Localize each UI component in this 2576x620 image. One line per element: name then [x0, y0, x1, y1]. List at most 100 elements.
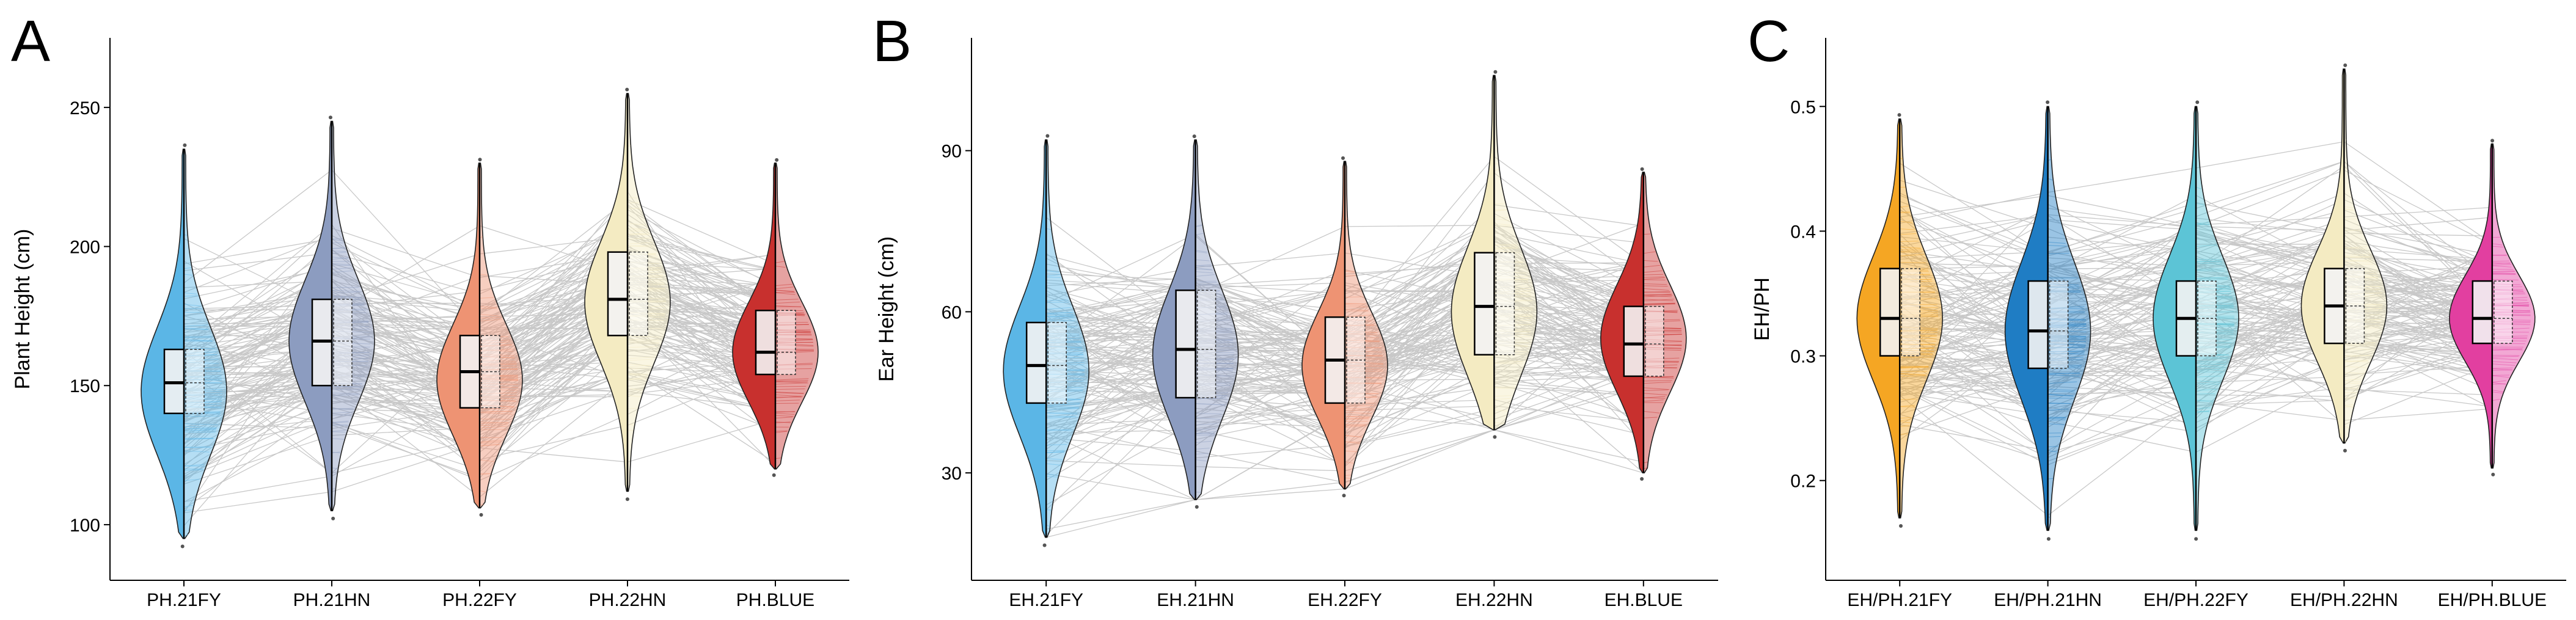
violin-jitter: [1046, 416, 1076, 418]
violin-jitter: [1494, 363, 1523, 365]
panel-letter-a: A: [11, 9, 50, 74]
x-tick-label: EH.21HN: [1157, 590, 1234, 610]
violin-jitter: [183, 304, 200, 307]
violin-jitter: [2195, 380, 2220, 383]
violin-jitter: [479, 426, 507, 429]
violin-jitter: [627, 423, 634, 426]
outlier-point: [2491, 472, 2495, 476]
box-dashed: [1901, 268, 1920, 357]
violin-PH.21HN: [288, 115, 375, 520]
violin-jitter: [331, 252, 347, 254]
violin-jitter: [2492, 348, 2523, 349]
violin-jitter: [479, 443, 500, 446]
violin-jitter: [1046, 270, 1059, 273]
violin-right-half: [479, 162, 523, 509]
violin-jitter: [2492, 374, 2510, 376]
box: [1623, 305, 1645, 377]
outlier-point: [2490, 139, 2495, 143]
violin-jitter: [183, 423, 218, 425]
violin-jitter: [2195, 186, 2202, 189]
violin-jitter: [1643, 417, 1658, 418]
violin-jitter: [775, 431, 788, 433]
violin-jitter: [2047, 394, 2074, 397]
x-tick-label: EH/PH.21HN: [1994, 590, 2102, 610]
violin-jitter: [331, 257, 348, 259]
violin-jitter: [331, 421, 349, 423]
violin-EH.22FY: [1301, 156, 1388, 498]
violin-jitter: [2195, 262, 2223, 265]
violin-jitter: [775, 385, 807, 387]
violin-jitter: [183, 335, 211, 338]
box-dashed: [333, 299, 353, 386]
violin-jitter: [627, 378, 646, 381]
violin-jitter: [1195, 453, 1209, 455]
violin-jitter: [2195, 277, 2228, 279]
panel-letter-b: B: [873, 9, 912, 74]
violin-jitter: [1900, 433, 1908, 436]
violin-jitter: [2344, 230, 2361, 232]
violin-left-half: [436, 162, 480, 509]
violin-jitter: [2492, 279, 2519, 280]
violin-jitter: [2492, 243, 2503, 246]
violin-jitter: [2344, 360, 2369, 362]
violin-jitter: [183, 450, 210, 453]
violin-jitter: [1900, 404, 1916, 407]
violin-jitter: [331, 239, 343, 241]
violin-jitter: [1643, 274, 1664, 275]
outlier-point: [479, 512, 483, 517]
violin-jitter: [1046, 473, 1058, 476]
violin-jitter: [479, 314, 500, 316]
violin-jitter: [2195, 400, 2213, 403]
violin-jitter: [183, 478, 200, 481]
outlier-point: [1192, 134, 1196, 139]
violin-jitter: [775, 410, 795, 413]
violin-jitter: [1643, 293, 1672, 296]
panel-c: C 0.2 0.3 0.4 0.5 EH/PH EH/PH.21FY EH/PH.21HN EH…: [1747, 9, 2566, 610]
x-tick-label: PH.22FY: [442, 590, 517, 610]
violin-jitter: [183, 505, 193, 508]
violin-jitter: [775, 417, 792, 418]
violin-jitter: [2195, 363, 2227, 365]
violin-jitter: [2195, 388, 2217, 391]
violin-jitter: [1900, 425, 1910, 428]
violin-jitter: [627, 242, 653, 244]
violin-jitter: [2195, 261, 2222, 263]
y-axis-label: Plant Height (cm): [11, 229, 34, 390]
violin-EH/PH.21FY: [1856, 113, 1944, 528]
violin-jitter: [2195, 222, 2209, 224]
x-tick-label: PH.22HN: [589, 590, 667, 610]
violin-jitter: [2492, 361, 2517, 363]
violin-left-half: [2300, 68, 2345, 444]
violin-PH.21FY: [141, 143, 227, 549]
violin-jitter: [479, 440, 501, 443]
violin-jitter: [2344, 359, 2368, 362]
outlier-point: [1045, 134, 1050, 138]
violin-jitter: [775, 283, 792, 286]
outlier-point: [775, 158, 779, 162]
y-axis-label: EH/PH: [1751, 277, 1774, 341]
violin-left-half: [2004, 106, 2049, 531]
violin-jitter: [2492, 265, 2512, 268]
violin-jitter: [183, 426, 218, 428]
violin-PH.22FY: [436, 158, 523, 517]
x-tick-label: EH.22HN: [1455, 590, 1533, 610]
violin-jitter: [2492, 357, 2519, 360]
violin-right-half: [627, 93, 671, 492]
violin-jitter: [2492, 380, 2507, 383]
violin-jitter: [183, 509, 192, 511]
violin-jitter: [1900, 246, 1921, 249]
outlier-point: [328, 115, 332, 120]
violin-jitter: [1046, 316, 1074, 318]
violin-jitter: [1195, 448, 1210, 450]
y-tick-label: 250: [70, 98, 100, 119]
violin-jitter: [2344, 372, 2364, 374]
violin-jitter: [627, 340, 660, 343]
violin-jitter: [1344, 304, 1366, 307]
violin-jitter: [1643, 393, 1667, 395]
violin-jitter: [627, 335, 661, 338]
violin-right-half: [1195, 139, 1239, 500]
violin-jitter: [2492, 399, 2500, 401]
violin-jitter: [479, 407, 514, 410]
box-dashed: [1047, 322, 1067, 404]
